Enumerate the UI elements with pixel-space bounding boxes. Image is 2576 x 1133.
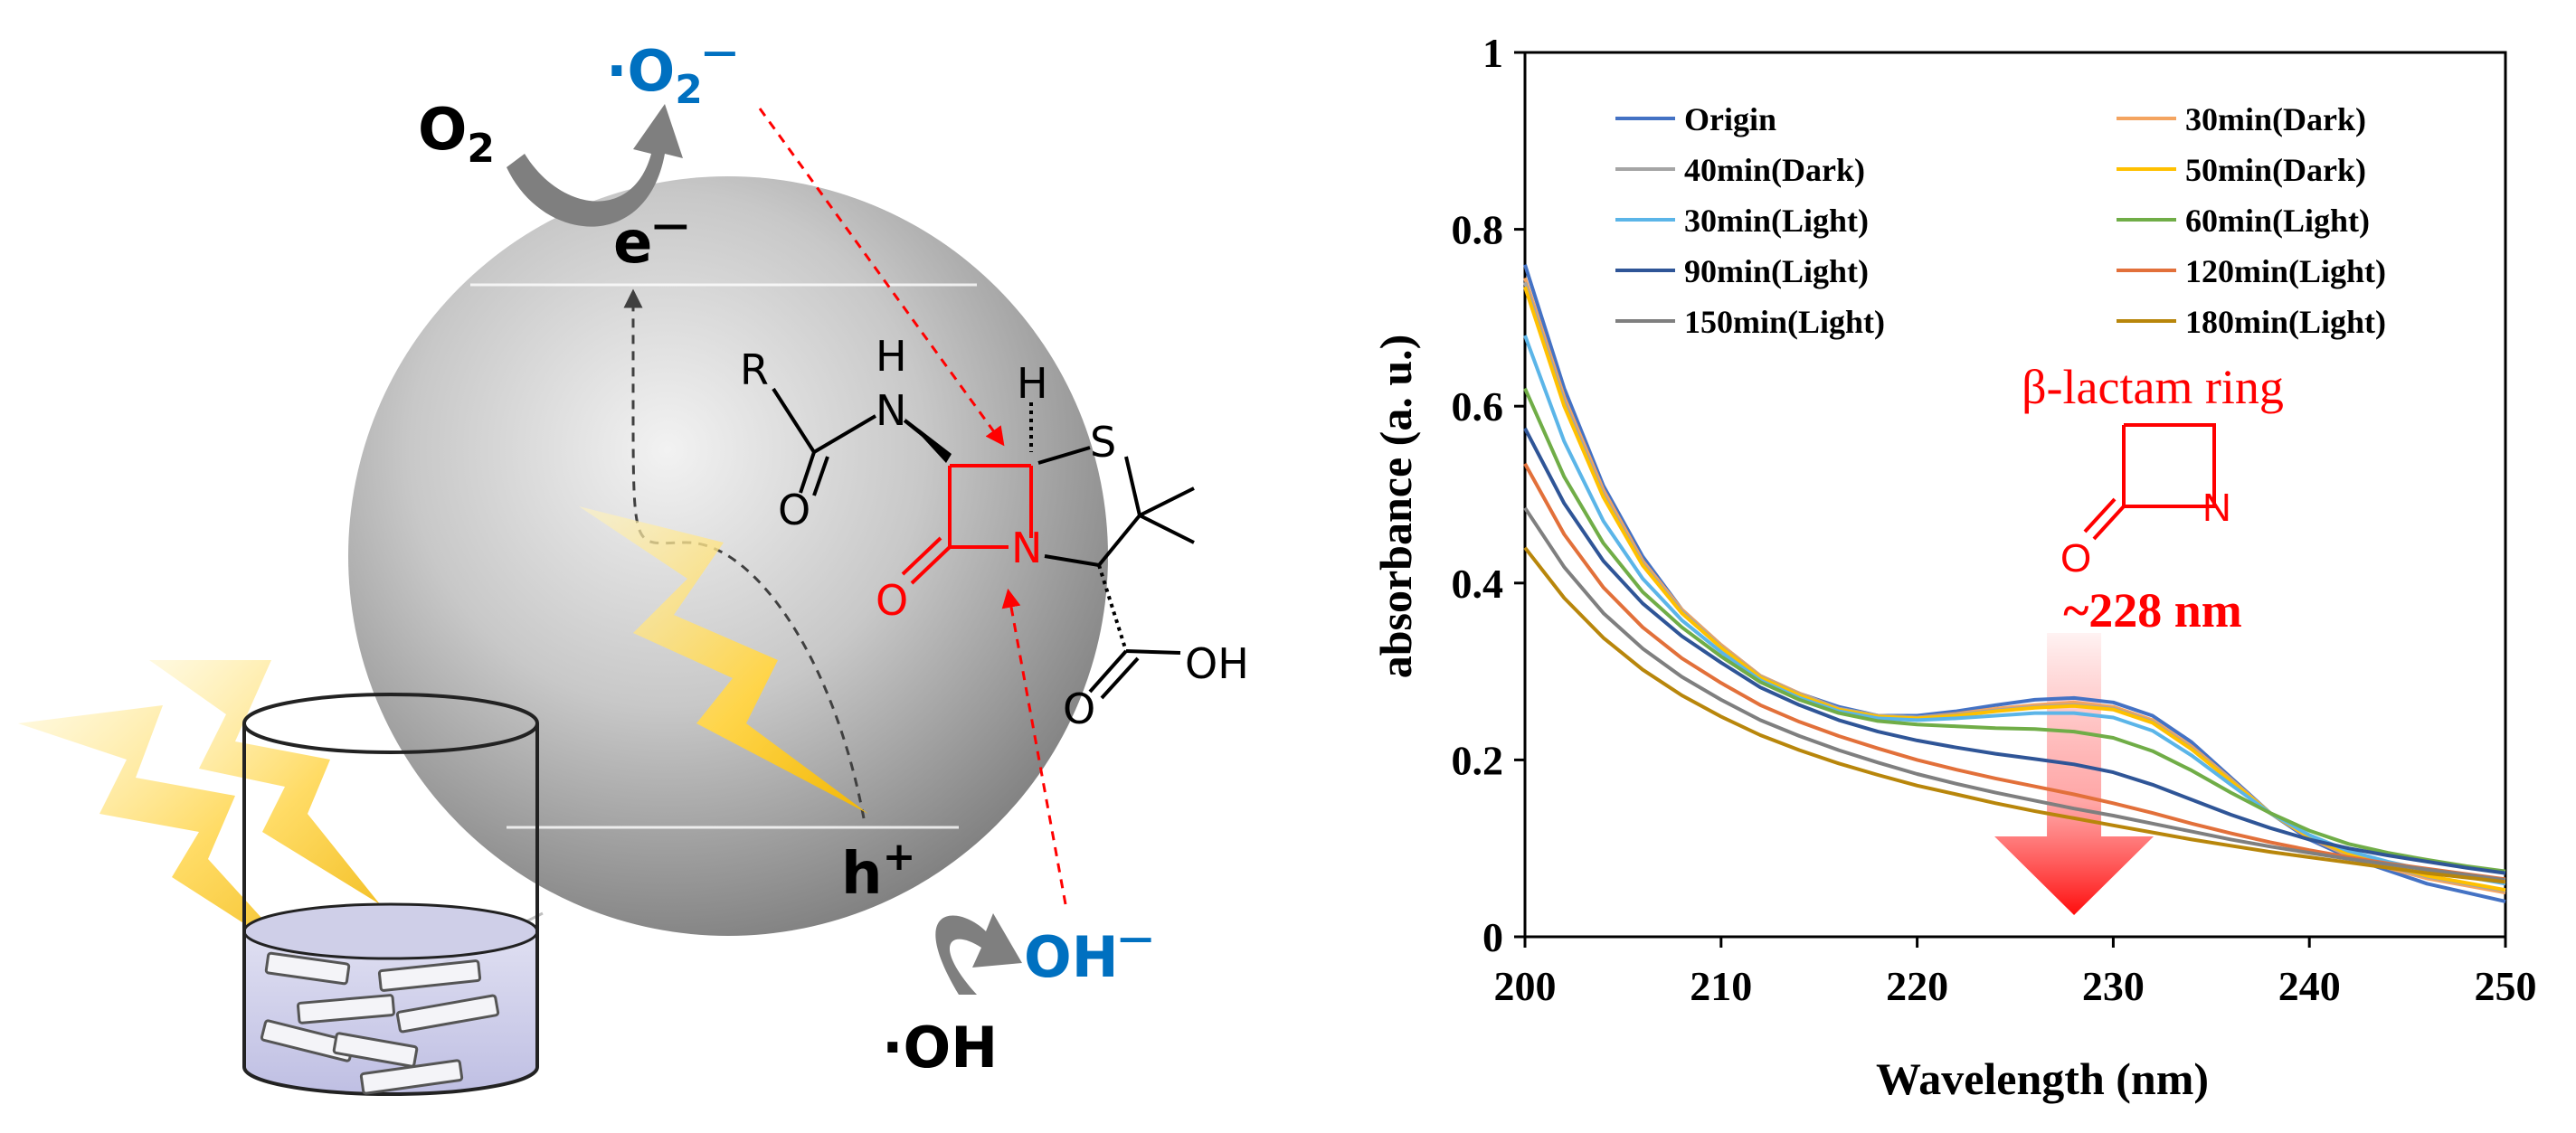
absorbance-chart: 0 0.2 0.4 0.6 0.8 1 200 210 220 230 240 250 Origin 30… [1370, 30, 2537, 1104]
x-tick-label: 200 [1494, 963, 1557, 1009]
lactam-ring-icon [2122, 423, 2216, 508]
x-axis-label: Wavelength (nm) [1876, 1053, 2209, 1104]
hydroxyl-attack-arrow [1001, 588, 1067, 905]
series-line-40min(Dark) [1523, 281, 2506, 893]
series-line-150min(Light) [1523, 506, 2506, 883]
x-tick-label: 210 [1690, 963, 1752, 1009]
atom-h-amide: H [876, 332, 907, 381]
atom-r: R [740, 345, 769, 394]
hydroxyl-radical-label: ·OH [882, 1015, 998, 1081]
lightning-bolt-icon [149, 660, 380, 904]
y-tick-label: 0.8 [1452, 207, 1504, 253]
lightning-bolt-icon [579, 506, 868, 814]
curved-arrow-icon [507, 104, 683, 227]
atom-o-lactam: O [876, 576, 908, 625]
legend-label: 150min(Light) [1684, 304, 1885, 340]
superoxide-label: ·O2— [606, 32, 737, 113]
curved-arrow-icon [935, 913, 1022, 995]
atom-o-amide: O [778, 486, 810, 534]
catalyst-particles [260, 951, 500, 1095]
electron-label: e— [613, 204, 688, 277]
x-tick-label: 230 [2082, 963, 2145, 1009]
lactam-n: N [2202, 486, 2231, 530]
photocatalyst-sphere [348, 176, 1108, 936]
lightning-bolt-icon [18, 705, 298, 958]
peak-decrease-arrow [1994, 633, 2155, 915]
series-line-60min(Light) [1523, 387, 2506, 873]
legend-label: 50min(Dark) [2185, 152, 2366, 188]
series-line-90min(Light) [1523, 427, 2506, 875]
superoxide-attack-arrow [758, 108, 1005, 447]
series-line-30min(Dark) [1523, 277, 2506, 895]
penicillin-molecule [772, 387, 1195, 700]
legend-label: 30min(Dark) [2185, 101, 2366, 137]
legend-label: 30min(Light) [1684, 203, 1869, 239]
x-tick-label: 240 [2278, 963, 2341, 1009]
x-tick-label: 250 [2475, 963, 2537, 1009]
y-axis-label: absorbance (a. u.) [1370, 335, 1421, 679]
y-tick-label: 0.4 [1452, 561, 1504, 607]
y-tick-label: 0.6 [1452, 383, 1504, 430]
lactam-carbonyl-bond [2083, 497, 2117, 533]
series-line-180min(Light) [1523, 546, 2506, 884]
atom-h-ring: H [1017, 359, 1048, 408]
beaker [242, 693, 544, 1096]
excitation-arrow [623, 288, 866, 819]
atom-s: S [1090, 418, 1116, 467]
legend-label: 60min(Light) [2185, 203, 2370, 239]
y-tick-label: 1 [1482, 30, 1503, 76]
series-line-50min(Dark) [1523, 286, 2506, 892]
legend-label: 180min(Light) [2185, 304, 2386, 340]
series-line-120min(Light) [1523, 462, 2506, 882]
lactam-carbonyl-bond [2092, 505, 2126, 541]
lactam-o: O [2060, 536, 2091, 581]
plot-frame [1523, 51, 2507, 939]
atom-o-acid: O [1063, 685, 1095, 733]
series-line-30min(Light) [1523, 335, 2506, 886]
beta-lactam-label: β-lactam ring [2022, 360, 2284, 414]
legend-label: 120min(Light) [2185, 253, 2386, 289]
atom-oh-acid: OH [1185, 639, 1249, 688]
peak-wavelength-label: ~228 nm [2063, 583, 2242, 637]
hole-label: h+ [841, 834, 915, 908]
o2-label: O2 [418, 97, 495, 172]
y-tick-label: 0.2 [1452, 737, 1504, 783]
legend-label: 90min(Light) [1684, 253, 1869, 289]
x-tick-label: 220 [1886, 963, 1948, 1009]
atom-n-lactam: N [1011, 524, 1042, 572]
legend-label: 40min(Dark) [1684, 152, 1865, 188]
legend-label: Origin [1684, 101, 1776, 137]
atom-n-amide: N [876, 386, 906, 435]
photocatalysis-scheme: O2 ·O2— e— h+ OH— ·OH [18, 32, 1249, 1096]
y-tick-label: 0 [1482, 914, 1503, 960]
hydroxide-label: OH— [1024, 918, 1153, 990]
